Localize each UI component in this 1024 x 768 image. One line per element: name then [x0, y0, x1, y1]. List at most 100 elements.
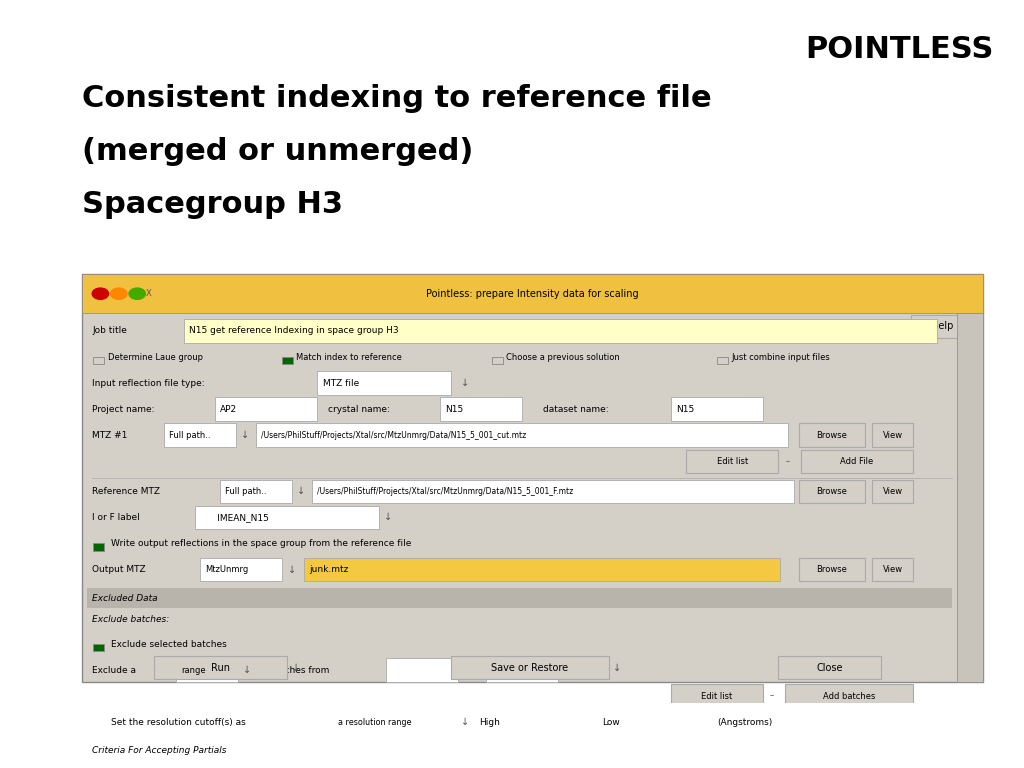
Text: Match index to reference: Match index to reference [296, 353, 401, 362]
Text: Run: Run [211, 663, 229, 673]
Text: Choose a previous solution: Choose a previous solution [506, 353, 620, 362]
Text: Job title: Job title [92, 326, 127, 336]
Text: Browse: Browse [816, 431, 848, 439]
Text: ↓: ↓ [461, 378, 469, 388]
Text: ↓: ↓ [243, 665, 251, 675]
Bar [799, 480, 865, 503]
Text: Browse: Browse [816, 487, 848, 496]
Text: POINTLESS: POINTLESS [805, 35, 993, 65]
Circle shape [111, 288, 127, 300]
Text: View: View [883, 431, 903, 439]
Bar [671, 398, 763, 421]
Bar [872, 480, 913, 503]
Text: ↓: ↓ [241, 430, 249, 440]
Bar [799, 558, 865, 581]
Text: Help: Help [931, 322, 953, 332]
Bar [312, 480, 794, 503]
Text: Input reflection file type:: Input reflection file type: [92, 379, 205, 388]
Text: Full path..: Full path.. [169, 431, 211, 439]
Bar [911, 315, 973, 338]
Bar [215, 398, 317, 421]
Bar [164, 423, 236, 447]
Bar [957, 313, 983, 683]
Text: Add batches: Add batches [823, 692, 876, 700]
Bar [87, 740, 952, 760]
Bar [671, 684, 763, 707]
Text: X: X [145, 290, 152, 298]
Text: Project name:: Project name: [92, 405, 155, 414]
Text: ↓: ↓ [613, 663, 622, 673]
Bar [317, 372, 451, 395]
Bar [872, 558, 913, 581]
Text: Reference MTZ: Reference MTZ [92, 487, 160, 496]
Bar [386, 658, 458, 682]
Bar [492, 356, 503, 364]
Text: ↓: ↓ [461, 717, 469, 727]
Text: ↓: ↓ [288, 564, 296, 574]
Text: range: range [181, 666, 206, 674]
Text: junk.mtz: junk.mtz [309, 565, 348, 574]
Text: –: – [770, 692, 774, 700]
Text: Consistent indexing to reference file: Consistent indexing to reference file [82, 84, 712, 114]
Bar [220, 480, 292, 503]
Text: Browse: Browse [816, 565, 848, 574]
Text: Set the resolution cutoff(s) as: Set the resolution cutoff(s) as [111, 717, 246, 727]
Text: Edit list: Edit list [701, 692, 732, 700]
Bar [176, 658, 238, 682]
Bar [87, 765, 952, 768]
Text: a resolution range: a resolution range [338, 717, 412, 727]
Text: High: High [479, 717, 500, 727]
Text: Excluded Data: Excluded Data [92, 594, 158, 603]
Text: Pointless: prepare Intensity data for scaling: Pointless: prepare Intensity data for sc… [426, 289, 639, 299]
Text: View: View [883, 565, 903, 574]
Text: IMEAN_N15: IMEAN_N15 [200, 513, 268, 522]
Text: to: to [461, 666, 470, 674]
Circle shape [129, 288, 145, 300]
Text: –: – [785, 457, 790, 465]
Text: Spacegroup H3: Spacegroup H3 [82, 190, 343, 219]
Text: (merged or unmerged): (merged or unmerged) [82, 137, 473, 166]
Bar [82, 274, 983, 683]
Bar [632, 710, 714, 733]
Bar [799, 423, 865, 447]
Text: N15: N15 [676, 405, 694, 414]
Text: Edit list: Edit list [717, 457, 748, 465]
Text: N15 get reference Indexing in space group H3: N15 get reference Indexing in space grou… [189, 326, 399, 336]
Bar [451, 657, 609, 679]
Text: MtzUnmrg: MtzUnmrg [205, 565, 248, 574]
Bar [87, 588, 952, 607]
Text: /Users/PhilStuff/Projects/Xtal/src/MtzUnmrg/Data/N15_5_001_cut.mtz: /Users/PhilStuff/Projects/Xtal/src/MtzUn… [261, 431, 526, 439]
Text: I or F label: I or F label [92, 513, 140, 522]
Text: Criteria For Accepting Partials: Criteria For Accepting Partials [92, 746, 226, 755]
Bar [93, 644, 104, 651]
Text: Exclude selected batches: Exclude selected batches [111, 640, 226, 648]
Bar [778, 657, 881, 679]
Bar [93, 356, 104, 364]
Bar [256, 423, 788, 447]
Bar [440, 398, 522, 421]
Bar [785, 684, 913, 707]
Text: Output MTZ: Output MTZ [92, 565, 145, 574]
Bar [93, 543, 104, 551]
Text: ↓: ↓ [297, 486, 305, 496]
Text: Just combine input files: Just combine input files [731, 353, 829, 362]
Text: Save or Restore: Save or Restore [492, 663, 568, 673]
Text: Exclude batches:: Exclude batches: [92, 615, 169, 624]
Text: Exclude a: Exclude a [92, 666, 136, 674]
Text: Close: Close [816, 663, 843, 673]
Text: /Users/PhilStuff/Projects/Xtal/src/MtzUnmrg/Data/N15_5_001_F.mtz: /Users/PhilStuff/Projects/Xtal/src/MtzUn… [317, 487, 573, 496]
Text: MTZ file: MTZ file [323, 379, 358, 388]
Text: ↓: ↓ [384, 512, 392, 522]
Text: dataset name:: dataset name: [543, 405, 608, 414]
Text: ↓: ↓ [292, 663, 300, 673]
Bar [154, 657, 287, 679]
Text: N15: N15 [445, 405, 464, 414]
Bar [517, 710, 599, 733]
Text: Low: Low [602, 717, 620, 727]
Bar [801, 449, 913, 473]
Bar [486, 658, 558, 682]
Bar [195, 506, 379, 529]
Bar [717, 356, 728, 364]
Bar [304, 558, 780, 581]
Text: crystal name:: crystal name: [328, 405, 389, 414]
